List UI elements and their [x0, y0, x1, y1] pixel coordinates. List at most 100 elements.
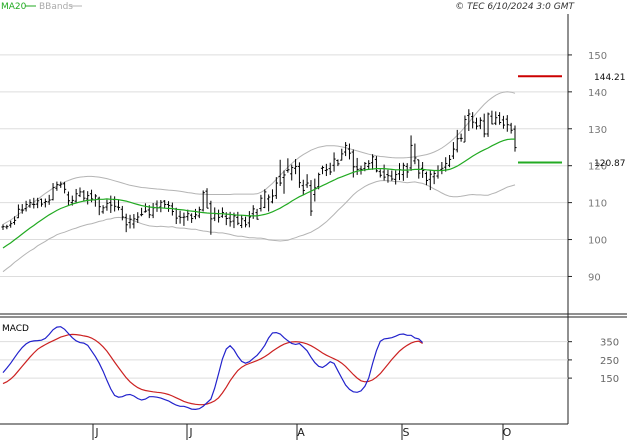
- price-bar: [136, 212, 140, 223]
- price-bar: [394, 170, 398, 185]
- price-bar: [344, 142, 348, 157]
- price-level-label: 144.21: [594, 73, 626, 83]
- macd-label: MACD: [2, 324, 29, 334]
- price-bar: [301, 179, 305, 195]
- price-bar: [240, 215, 244, 229]
- price-y-tick-label: 110: [588, 199, 607, 210]
- price-bar: [59, 181, 63, 188]
- price-bar: [451, 142, 456, 160]
- price-bar: [101, 205, 105, 214]
- price-bar: [251, 205, 255, 219]
- month-label: O: [503, 426, 512, 439]
- price-bar: [455, 129, 459, 153]
- price-bar: [370, 154, 375, 170]
- price-bar: [340, 148, 344, 161]
- price-bar: [347, 143, 352, 160]
- price-bar: [436, 165, 440, 179]
- price-bar: [190, 213, 194, 223]
- price-y-tick-label: 130: [588, 125, 607, 136]
- price-bar: [259, 194, 263, 212]
- month-label: J: [188, 426, 192, 439]
- price-bar: [1, 224, 5, 230]
- price-bar: [116, 199, 121, 211]
- price-bar: [478, 117, 482, 130]
- price-bar: [494, 111, 498, 126]
- macd-y-tick-label: 250: [600, 356, 619, 367]
- price-bar: [93, 194, 97, 207]
- price-bar: [490, 110, 494, 125]
- price-bar: [182, 212, 186, 226]
- price-bar: [317, 172, 321, 190]
- price-bar: [43, 198, 47, 208]
- price-bar: [474, 117, 479, 130]
- price-bar: [78, 187, 82, 198]
- price-bar: [247, 211, 251, 228]
- price-bar: [270, 189, 275, 204]
- price-bar: [236, 211, 240, 226]
- price-bar: [213, 207, 217, 222]
- price-gridlines: [0, 54, 568, 277]
- price-bar: [328, 162, 332, 175]
- legend-bbands: BBands: [39, 2, 73, 12]
- macd-y-tick-label: 150: [600, 374, 619, 385]
- month-label: J: [94, 426, 98, 439]
- ma20-line: [2, 138, 515, 249]
- price-bar: [367, 160, 371, 170]
- price-bar: [105, 199, 109, 211]
- price-bar: [320, 165, 325, 175]
- price-bar: [332, 152, 336, 172]
- price-y-tick-label: 150: [588, 51, 607, 62]
- price-bar: [459, 133, 463, 142]
- price-bar: [355, 157, 359, 175]
- price-bar: [143, 203, 148, 213]
- price-bar: [62, 181, 67, 194]
- price-bar: [16, 204, 20, 219]
- price-y-tick-label: 90: [588, 272, 601, 283]
- price-bar: [209, 200, 213, 235]
- price-bar: [124, 213, 128, 233]
- price-y-axis: 90 100 110 120 130 140 150: [568, 51, 607, 283]
- price-bar: [324, 163, 328, 177]
- price-bar: [447, 154, 452, 168]
- price-levels: 144.21 120.87: [518, 73, 626, 169]
- price-bar: [9, 220, 13, 228]
- month-label: A: [297, 426, 305, 439]
- macd-panel: MACD 150 250 350: [0, 324, 619, 411]
- price-y-tick-label: 140: [588, 88, 607, 99]
- price-bar: [509, 122, 513, 134]
- price-bar: [282, 170, 286, 194]
- price-bar: [139, 207, 144, 217]
- price-bar: [12, 216, 17, 225]
- price-bar: [267, 194, 271, 212]
- price-bar: [166, 201, 171, 212]
- month-label: S: [403, 426, 410, 439]
- price-bar: [401, 162, 405, 181]
- price-bar: [178, 210, 182, 224]
- price-bar: [413, 143, 417, 165]
- price-bar: [432, 170, 436, 185]
- price-bar: [51, 183, 55, 201]
- price-bar: [374, 156, 379, 173]
- price-bar: [463, 115, 467, 143]
- price-bar: [467, 109, 471, 131]
- price-bar: [290, 164, 294, 181]
- price-level-label: 120.87: [594, 159, 626, 169]
- price-bar: [66, 191, 71, 206]
- price-bar: [505, 115, 509, 132]
- price-bar: [151, 202, 155, 219]
- price-bar: [278, 159, 282, 186]
- price-bar: [243, 216, 248, 228]
- price-bar: [186, 209, 190, 221]
- price-bar: [274, 177, 278, 199]
- macd-gridlines: [0, 341, 568, 379]
- price-bar: [36, 197, 40, 209]
- macd-y-axis: 150 250 350: [568, 338, 619, 385]
- price-bar: [444, 157, 448, 172]
- price-bar: [220, 207, 225, 218]
- price-bar: [86, 191, 90, 205]
- price-bar: [378, 169, 382, 178]
- price-bar: [336, 159, 340, 167]
- price-bar: [255, 208, 259, 220]
- price-bar: [305, 174, 309, 188]
